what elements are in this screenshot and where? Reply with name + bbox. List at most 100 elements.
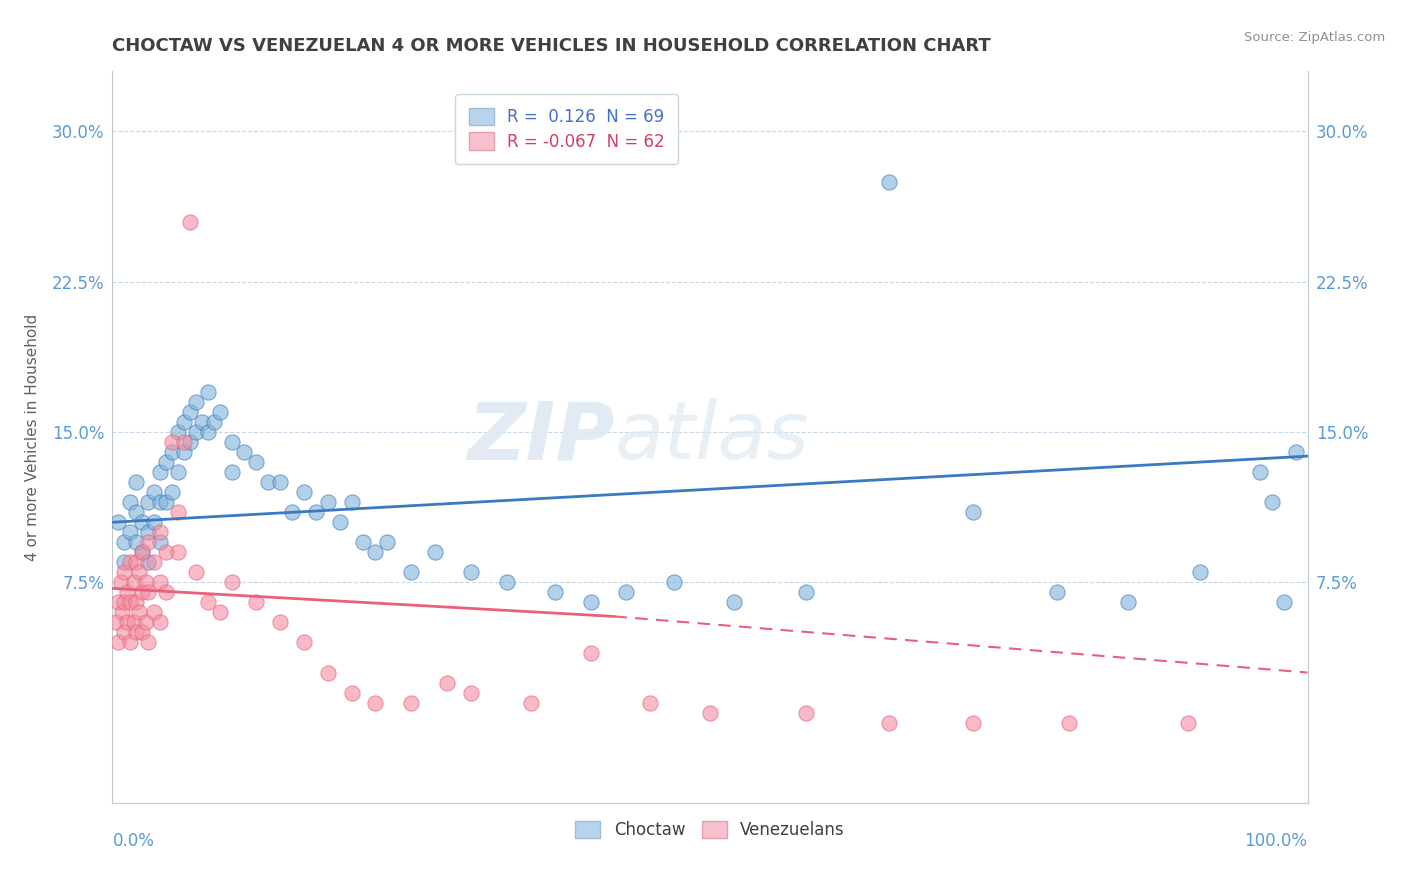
- Point: [364, 545, 387, 559]
- Point: [197, 425, 219, 439]
- Point: [1177, 715, 1199, 730]
- Point: [167, 425, 190, 439]
- Point: [143, 555, 166, 569]
- Point: [794, 706, 817, 720]
- Point: [179, 214, 201, 228]
- Point: [167, 545, 190, 559]
- Point: [162, 445, 183, 459]
- Point: [107, 595, 129, 609]
- Point: [105, 615, 128, 630]
- Point: [179, 435, 201, 450]
- Point: [579, 595, 602, 609]
- Point: [616, 585, 638, 599]
- Point: [664, 575, 686, 590]
- Point: [197, 384, 219, 399]
- Point: [162, 485, 183, 500]
- Point: [115, 615, 138, 630]
- Point: [202, 415, 225, 429]
- Point: [138, 525, 160, 540]
- Point: [436, 675, 458, 690]
- Point: [120, 555, 142, 569]
- Point: [120, 635, 142, 649]
- Point: [131, 625, 153, 640]
- Point: [221, 465, 243, 479]
- Point: [316, 495, 339, 509]
- Point: [149, 465, 172, 479]
- Point: [425, 545, 447, 559]
- Text: CHOCTAW VS VENEZUELAN 4 OR MORE VEHICLES IN HOUSEHOLD CORRELATION CHART: CHOCTAW VS VENEZUELAN 4 OR MORE VEHICLES…: [112, 37, 991, 54]
- Point: [543, 585, 565, 599]
- Point: [155, 455, 177, 469]
- Point: [149, 615, 172, 630]
- Point: [879, 175, 901, 189]
- Point: [110, 575, 132, 590]
- Point: [460, 566, 482, 580]
- Point: [1057, 715, 1080, 730]
- Point: [115, 585, 138, 599]
- Point: [209, 606, 232, 620]
- Point: [191, 415, 214, 429]
- Point: [245, 455, 267, 469]
- Point: [1285, 445, 1308, 459]
- Point: [143, 485, 166, 500]
- Point: [401, 566, 423, 580]
- Point: [233, 445, 256, 459]
- Point: [138, 535, 160, 549]
- Point: [1118, 595, 1140, 609]
- Point: [135, 575, 157, 590]
- Point: [281, 505, 304, 519]
- Point: [1272, 595, 1295, 609]
- Point: [340, 495, 363, 509]
- Point: [125, 595, 148, 609]
- Point: [221, 575, 243, 590]
- Point: [114, 566, 135, 580]
- Point: [155, 545, 177, 559]
- Point: [962, 715, 984, 730]
- Point: [269, 615, 291, 630]
- Point: [186, 425, 208, 439]
- Point: [640, 696, 662, 710]
- Point: [186, 395, 208, 409]
- Point: [143, 515, 166, 529]
- Point: [352, 535, 374, 549]
- Point: [143, 606, 166, 620]
- Point: [128, 606, 150, 620]
- Point: [114, 555, 135, 569]
- Point: [114, 535, 135, 549]
- Point: [221, 435, 243, 450]
- Point: [292, 635, 315, 649]
- Text: Source: ZipAtlas.com: Source: ZipAtlas.com: [1244, 31, 1385, 45]
- Point: [1249, 465, 1271, 479]
- Point: [269, 475, 291, 490]
- Point: [122, 575, 145, 590]
- Point: [1189, 566, 1212, 580]
- Point: [305, 505, 328, 519]
- Point: [962, 505, 984, 519]
- Point: [364, 696, 387, 710]
- Point: [128, 566, 150, 580]
- Point: [155, 585, 177, 599]
- Text: ZIP: ZIP: [467, 398, 614, 476]
- Point: [401, 696, 423, 710]
- Point: [292, 485, 315, 500]
- Point: [1261, 495, 1284, 509]
- Point: [149, 575, 172, 590]
- Point: [122, 615, 145, 630]
- Point: [173, 445, 195, 459]
- Point: [138, 635, 160, 649]
- Point: [125, 535, 148, 549]
- Point: [131, 545, 153, 559]
- Point: [135, 615, 157, 630]
- Point: [257, 475, 280, 490]
- Point: [131, 585, 153, 599]
- Point: [496, 575, 519, 590]
- Point: [179, 405, 201, 419]
- Point: [120, 525, 142, 540]
- Point: [111, 606, 134, 620]
- Point: [149, 495, 172, 509]
- Point: [699, 706, 721, 720]
- Point: [131, 515, 153, 529]
- Point: [125, 555, 148, 569]
- Point: [879, 715, 901, 730]
- Point: [149, 525, 172, 540]
